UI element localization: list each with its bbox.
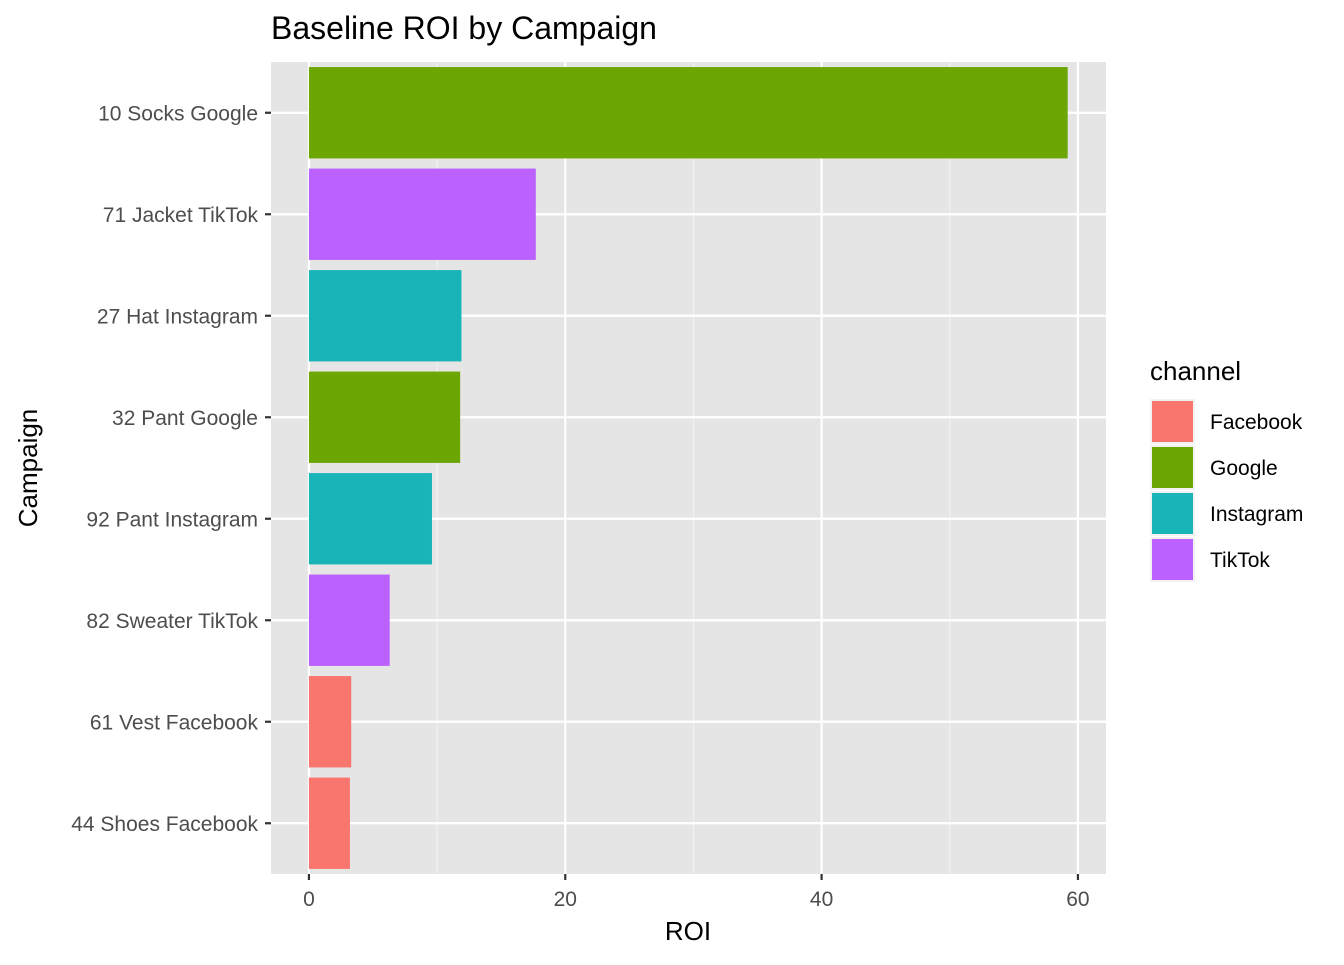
legend-label: Facebook xyxy=(1210,411,1303,434)
legend-swatch xyxy=(1152,493,1193,534)
bar xyxy=(308,371,461,463)
x-tick-label: 20 xyxy=(554,888,577,911)
legend-swatch xyxy=(1152,447,1193,488)
x-axis-title: ROI xyxy=(665,916,711,946)
bar xyxy=(308,676,352,768)
bar xyxy=(308,777,350,869)
bar xyxy=(308,473,432,565)
x-tick-label: 40 xyxy=(810,888,833,911)
x-axis: 0 20 40 60 xyxy=(303,874,1090,911)
bar xyxy=(308,67,1068,159)
y-tick-label: 32 Pant Google xyxy=(112,407,258,430)
y-tick-label: 82 Sweater TikTok xyxy=(86,610,258,633)
bar xyxy=(308,574,390,666)
y-tick-label: 92 Pant Instagram xyxy=(86,508,258,531)
legend-label: Instagram xyxy=(1210,503,1303,526)
legend-swatch xyxy=(1152,539,1193,580)
legend-swatch xyxy=(1152,401,1193,442)
legend-label: TikTok xyxy=(1210,549,1270,572)
bar xyxy=(308,168,536,260)
y-axis: 10 Socks Google 71 Jacket TikTok 27 Hat In… xyxy=(71,102,271,836)
x-tick-label: 60 xyxy=(1066,888,1089,911)
y-tick-label: 10 Socks Google xyxy=(98,102,258,125)
x-tick-label: 0 xyxy=(303,888,315,911)
y-axis-title: Campaign xyxy=(13,409,43,528)
y-tick-label: 44 Shoes Facebook xyxy=(71,813,258,836)
legend-title: channel xyxy=(1150,356,1241,386)
y-tick-label: 27 Hat Instagram xyxy=(97,305,258,328)
y-tick-label: 71 Jacket TikTok xyxy=(103,204,259,227)
legend-label: Google xyxy=(1210,457,1278,480)
bars-group xyxy=(308,67,1068,869)
chart-title: Baseline ROI by Campaign xyxy=(271,10,657,46)
legend: channel Facebook Google Instagram TikTok xyxy=(1150,356,1303,582)
y-tick-label: 61 Vest Facebook xyxy=(90,711,259,734)
bar xyxy=(308,270,462,362)
